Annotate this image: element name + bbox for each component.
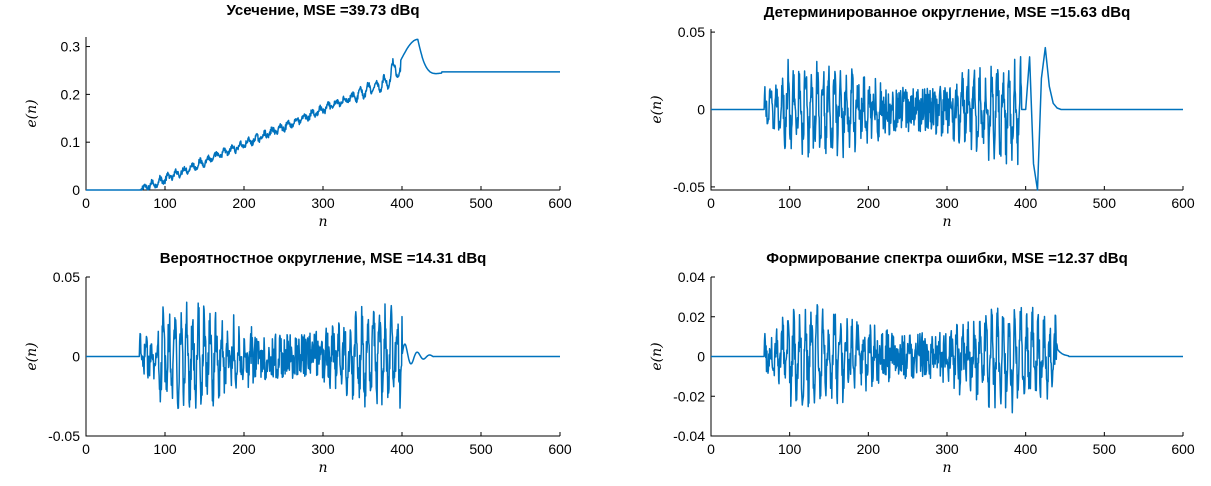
y-tick-label: 0 (72, 182, 80, 198)
y-tick-label: 0 (72, 349, 80, 365)
x-tick-label: 500 (469, 441, 493, 457)
subplot-3: 0 100 200 300 400 500 600-0.0500.05Вероятностн… (24, 250, 572, 476)
y-axis-label: e(n) (24, 99, 40, 127)
x-tick-label: 400 (1014, 441, 1038, 457)
chart-title: Усечение, MSE =39.73 dBq (226, 2, 419, 19)
x-tick-label: 200 (232, 441, 256, 457)
y-tick-label: 0.02 (678, 309, 705, 325)
y-tick-label: 0 (697, 102, 705, 118)
series-line (711, 46, 1183, 191)
x-tick-label: 600 (1171, 195, 1195, 211)
x-tick-label: 200 (232, 195, 256, 211)
x-tick-label: 600 (548, 441, 572, 457)
x-tick-label: 300 (935, 441, 959, 457)
y-tick-label: 0.05 (53, 269, 80, 285)
y-tick-label: 0.2 (61, 86, 81, 102)
y-tick-label: -0.05 (673, 179, 705, 195)
chart-title: Формирование спектра ошибки, MSE =12.37 … (766, 250, 1128, 267)
chart-title: Вероятностное округление, MSE =14.31 dBq (160, 250, 487, 267)
series-line (711, 304, 1183, 414)
subplot-4: 0 100 200 300 400 500 600 -0.04 -0.02 0 0.02 0.04 Фо… (649, 250, 1195, 476)
y-tick-label: -0.02 (673, 388, 705, 404)
y-axis-label: e(n) (649, 342, 665, 370)
x-axis-label: n (318, 460, 327, 476)
x-tick-label: 0 (707, 195, 715, 211)
x-axis-label: n (318, 214, 327, 230)
x-tick-label: 400 (1014, 195, 1038, 211)
y-tick-label: 0.1 (61, 134, 81, 150)
y-tick-label: 0.3 (61, 39, 81, 55)
y-tick-label: -0.05 (48, 428, 80, 444)
x-tick-label: 200 (857, 441, 881, 457)
x-tick-label: 500 (1093, 195, 1117, 211)
x-tick-label: 100 (153, 441, 177, 457)
x-tick-label: 200 (857, 195, 881, 211)
x-tick-label: 100 (778, 195, 802, 211)
y-tick-label: 0.04 (678, 269, 705, 285)
x-axis-label: n (942, 214, 951, 230)
series-line (86, 301, 560, 410)
x-tick-label: 300 (311, 195, 335, 211)
x-tick-label: 600 (548, 195, 572, 211)
y-axis-label: e(n) (24, 342, 40, 370)
subplot-2: 0 100 200 300 400 500 600-0.0500.05Детерминиро… (649, 4, 1195, 230)
x-tick-label: 400 (390, 195, 414, 211)
x-axis-label: n (942, 460, 951, 476)
x-tick-label: 0 (82, 441, 90, 457)
x-tick-label: 400 (390, 441, 414, 457)
y-tick-label: -0.04 (673, 428, 705, 444)
chart-title: Детерминированное округление, MSE =15.63… (764, 4, 1131, 21)
x-tick-label: 500 (469, 195, 493, 211)
x-tick-label: 500 (1093, 441, 1117, 457)
x-tick-label: 0 (707, 441, 715, 457)
x-tick-label: 600 (1171, 441, 1195, 457)
x-tick-label: 0 (82, 195, 90, 211)
y-axis-label: e(n) (649, 95, 665, 123)
x-tick-label: 100 (153, 195, 177, 211)
y-tick-label: 0 (697, 349, 705, 365)
y-tick-label: 0.05 (678, 24, 705, 40)
x-tick-label: 300 (311, 441, 335, 457)
x-tick-label: 100 (778, 441, 802, 457)
x-tick-label: 300 (935, 195, 959, 211)
series-line (86, 38, 560, 191)
subplot-1: 0 100 200 300 400 500 600 0 0.1 0.2 0.3 Усечение, M… (24, 2, 572, 230)
